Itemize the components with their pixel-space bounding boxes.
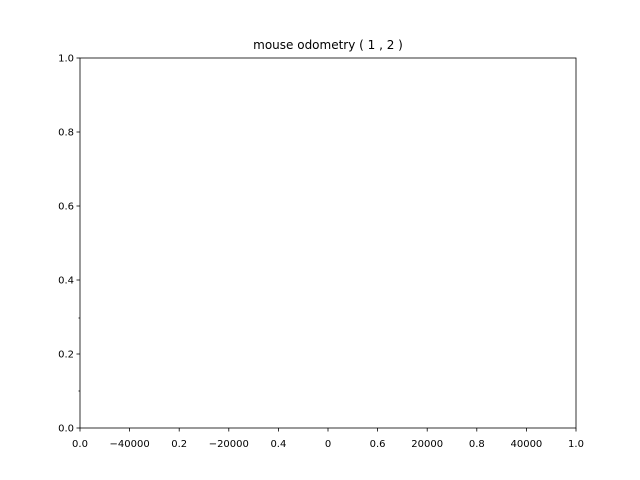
x-tick-label: 0.0 [72, 439, 88, 450]
axis-ticks: 0.0 0.2 0.4 0.6 0.8 1.0 0.0 0.2 0.4 0.6 0.8 1.0 −400… [58, 54, 584, 451]
overlay-x-tick-label: 20000 [411, 439, 443, 450]
axes-frame [79, 57, 577, 429]
x-tick-label: 0.6 [370, 439, 386, 450]
y-tick-label: 0.8 [58, 128, 74, 139]
y-tick-label: 0.4 [58, 276, 74, 287]
x-tick-label: 0.8 [469, 439, 485, 450]
x-tick-label: 1.0 [568, 439, 584, 450]
x-tick-label: 0.2 [171, 439, 187, 450]
overlay-x-tick-label: 0 [325, 439, 331, 450]
chart-title: mouse odometry ( 1 , 2 ) [253, 38, 403, 52]
y-tick-label: 0.6 [58, 202, 74, 213]
overlay-x-tick-label: −40000 [109, 439, 149, 450]
y-tick-label: 1.0 [58, 54, 74, 65]
overlay-x-tick-label: 40000 [510, 439, 542, 450]
x-tick-label: 0.4 [270, 439, 286, 450]
plot-area [80, 58, 576, 428]
y-tick-label: 0.0 [58, 424, 74, 435]
y-tick-label: 0.2 [58, 350, 74, 361]
overlay-x-tick-label: −20000 [209, 439, 249, 450]
